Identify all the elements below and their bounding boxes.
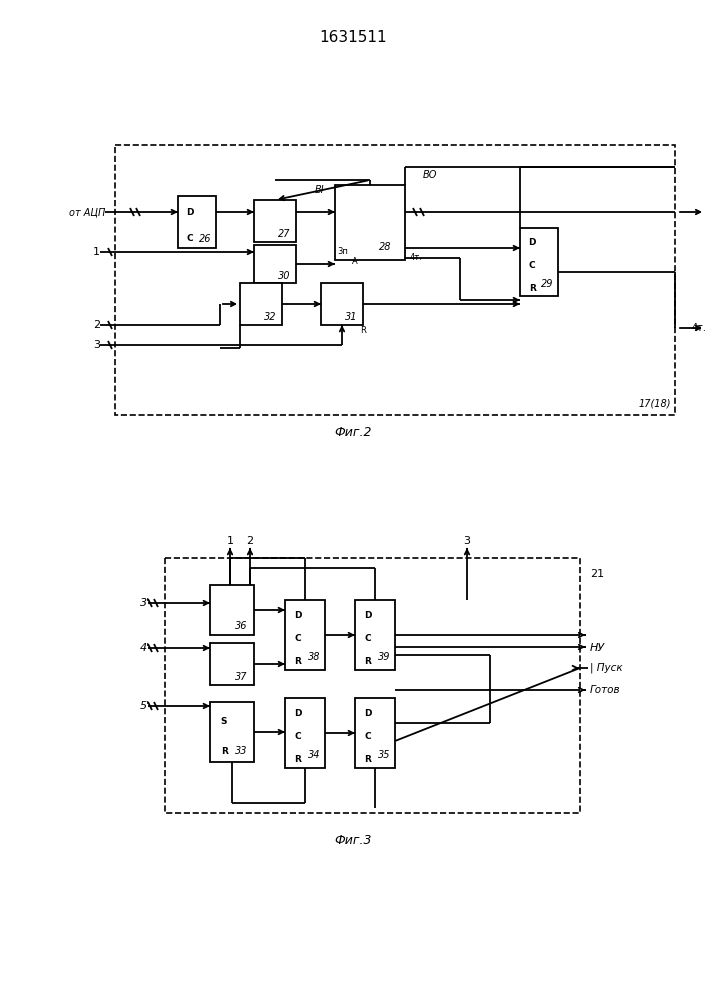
- Text: 31: 31: [345, 312, 358, 322]
- Text: от АЦП: от АЦП: [69, 207, 105, 217]
- Text: 1: 1: [93, 247, 100, 257]
- Text: R: R: [360, 326, 366, 335]
- Text: C: C: [365, 732, 371, 741]
- Text: 37: 37: [235, 672, 248, 682]
- Text: 2: 2: [247, 536, 254, 546]
- Text: R: R: [294, 657, 301, 666]
- Bar: [210, 702, 254, 762]
- Text: 34: 34: [308, 750, 320, 760]
- Text: Фиг.2: Фиг.2: [334, 426, 373, 440]
- Bar: [285, 698, 325, 768]
- Text: C: C: [187, 234, 194, 243]
- Text: D: D: [528, 238, 536, 247]
- Text: 4т.: 4т.: [410, 253, 423, 262]
- Text: C: C: [529, 261, 535, 270]
- Text: D: D: [294, 611, 302, 620]
- Text: Фиг.3: Фиг.3: [334, 834, 373, 846]
- Text: 4': 4': [140, 643, 150, 653]
- Text: R: R: [364, 755, 371, 764]
- Text: 38: 38: [308, 652, 320, 662]
- Bar: [165, 558, 580, 813]
- Text: 39: 39: [378, 652, 390, 662]
- Text: 1631511: 1631511: [320, 30, 387, 45]
- Text: 3п: 3п: [337, 247, 348, 256]
- Text: 3: 3: [93, 340, 100, 350]
- Text: D: D: [364, 611, 372, 620]
- Text: 21: 21: [590, 569, 604, 579]
- Text: 27: 27: [278, 229, 291, 239]
- Bar: [321, 283, 363, 325]
- Bar: [355, 600, 395, 670]
- Text: R: R: [294, 755, 301, 764]
- Text: 17(18): 17(18): [638, 399, 671, 409]
- Text: D: D: [294, 709, 302, 718]
- Bar: [254, 200, 296, 242]
- Text: R: R: [221, 747, 228, 756]
- Text: 33: 33: [235, 746, 248, 756]
- Text: BI: BI: [315, 185, 325, 195]
- Text: 29: 29: [541, 279, 554, 289]
- Text: 4т.: 4т.: [692, 323, 707, 333]
- Text: 32: 32: [264, 312, 276, 322]
- Text: D: D: [187, 208, 194, 217]
- Text: C: C: [365, 634, 371, 643]
- Text: A: A: [352, 257, 358, 266]
- Text: C: C: [295, 634, 301, 643]
- Text: Готов: Готов: [590, 685, 621, 695]
- Text: 1: 1: [226, 536, 233, 546]
- Bar: [240, 283, 282, 325]
- Text: 35: 35: [378, 750, 390, 760]
- Text: R: R: [364, 657, 371, 666]
- Text: S: S: [221, 717, 228, 726]
- Bar: [210, 585, 254, 635]
- Bar: [178, 196, 216, 248]
- Text: 36: 36: [235, 621, 248, 631]
- Bar: [115, 145, 675, 415]
- Bar: [254, 245, 296, 283]
- Text: 5': 5': [140, 701, 150, 711]
- Text: | Пуск: | Пуск: [590, 663, 623, 673]
- Text: 2: 2: [93, 320, 100, 330]
- Text: R: R: [529, 284, 536, 293]
- Bar: [210, 643, 254, 685]
- Bar: [355, 698, 395, 768]
- Text: C: C: [295, 732, 301, 741]
- Text: НУ: НУ: [590, 643, 605, 653]
- Text: 28: 28: [379, 241, 392, 251]
- Bar: [335, 185, 405, 260]
- Text: BO: BO: [423, 170, 437, 180]
- Bar: [520, 228, 558, 296]
- Text: 3': 3': [140, 598, 150, 608]
- Text: D: D: [364, 709, 372, 718]
- Text: 26: 26: [199, 234, 211, 244]
- Bar: [285, 600, 325, 670]
- Text: 30: 30: [278, 271, 291, 281]
- Text: 3: 3: [464, 536, 470, 546]
